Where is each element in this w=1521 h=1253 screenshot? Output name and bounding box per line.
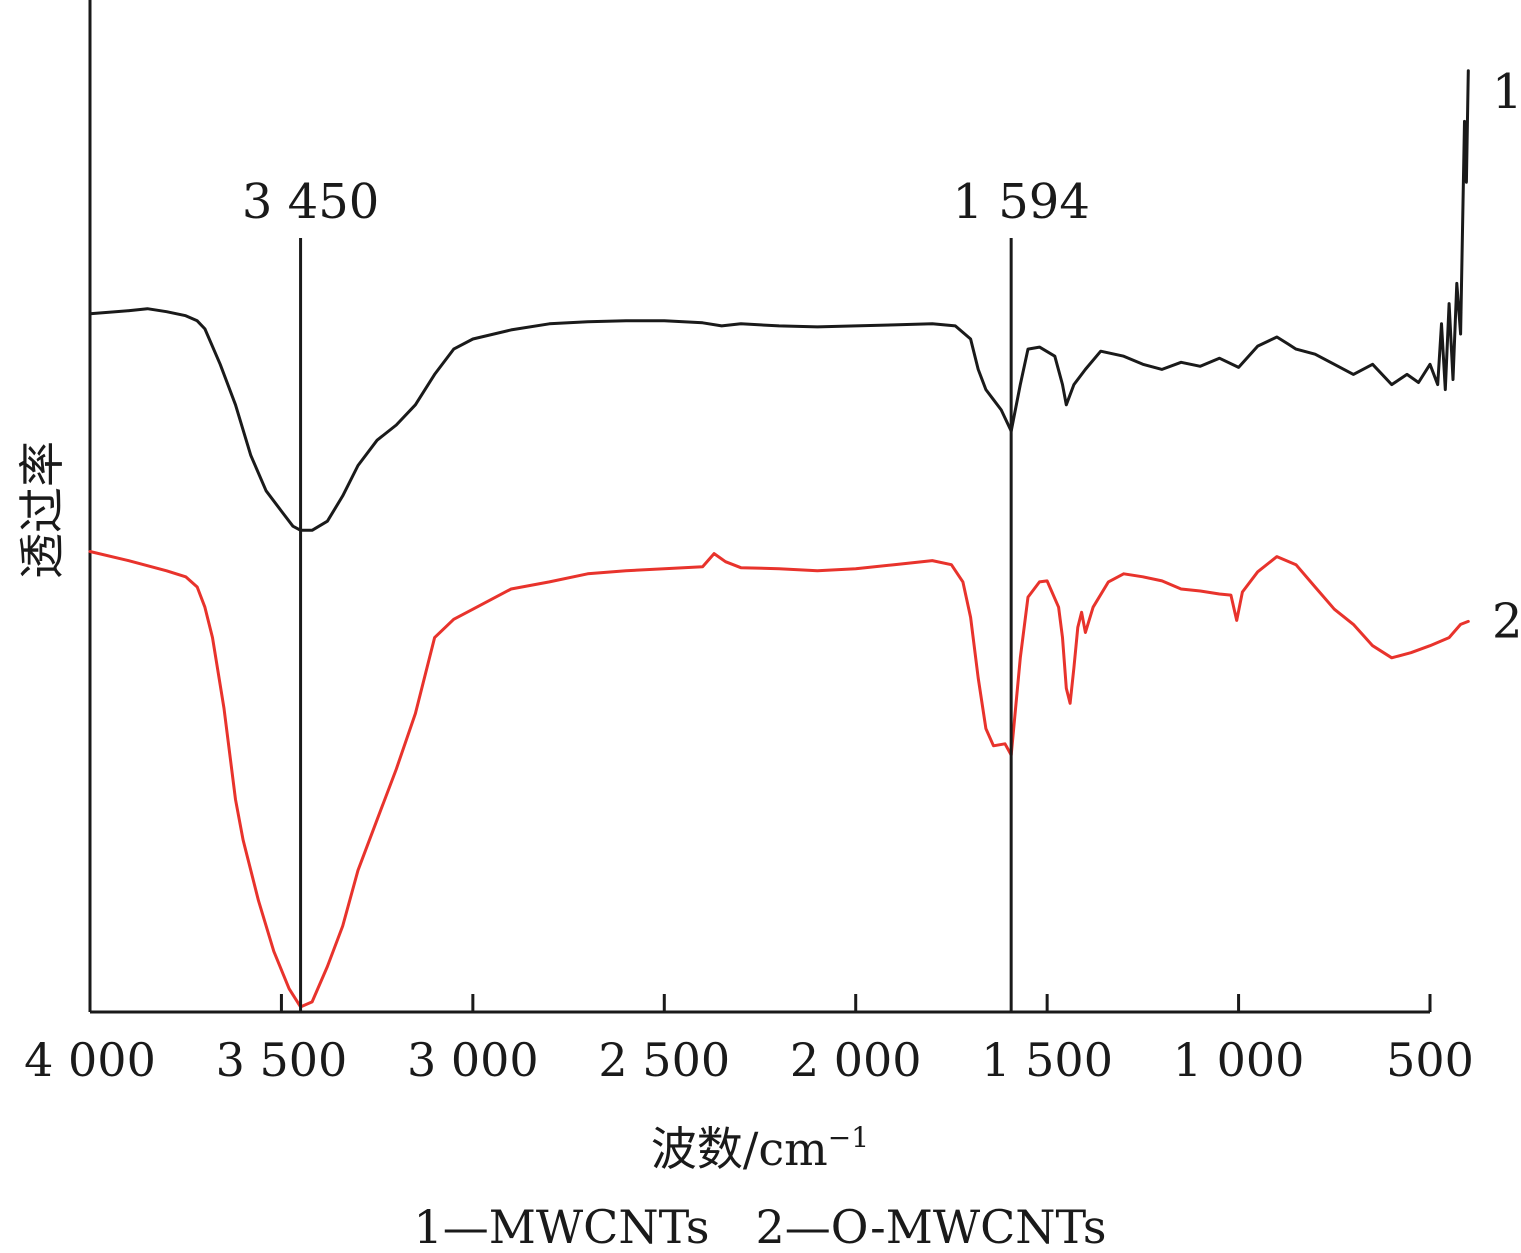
plot-frame [88, 0, 1430, 1014]
x-axis-title: 波数/cm−1 [651, 1121, 869, 1176]
x-tick-label: 2 500 [598, 1033, 730, 1087]
x-tick-label: 4 000 [24, 1033, 156, 1087]
x-tick-label: 500 [1386, 1033, 1474, 1087]
x-axis-title-superscript: −1 [828, 1121, 869, 1154]
x-tick-label: 3 000 [407, 1033, 539, 1087]
y-axis-title: 透过率 [15, 441, 69, 579]
series-layer [88, 69, 1470, 1009]
x-tick-label: 3 500 [216, 1033, 348, 1087]
series-2-line [88, 550, 1470, 1009]
peak-label: 1 594 [952, 174, 1089, 230]
peak-label: 3 450 [242, 174, 379, 230]
legend: 1—MWCNTs 2—O-MWCNTs [413, 1200, 1106, 1253]
x-axis-ticks [88, 994, 1432, 1012]
x-axis-tick-labels: 4 000 3 500 3 000 2 500 2 000 1 500 1 000 500 [24, 1033, 1474, 1087]
x-axis-title-text: 波数/cm [651, 1122, 828, 1176]
series-1-line [88, 69, 1470, 532]
series-1-tag: 1 [1492, 64, 1521, 120]
peak-markers: 3 450 1 594 [242, 174, 1090, 1012]
series-tags: 12 [1492, 64, 1521, 649]
x-tick-label: 1 000 [1173, 1033, 1305, 1087]
x-tick-label: 1 500 [981, 1033, 1113, 1087]
series-2-tag: 2 [1492, 593, 1521, 649]
x-tick-label: 2 000 [790, 1033, 922, 1087]
